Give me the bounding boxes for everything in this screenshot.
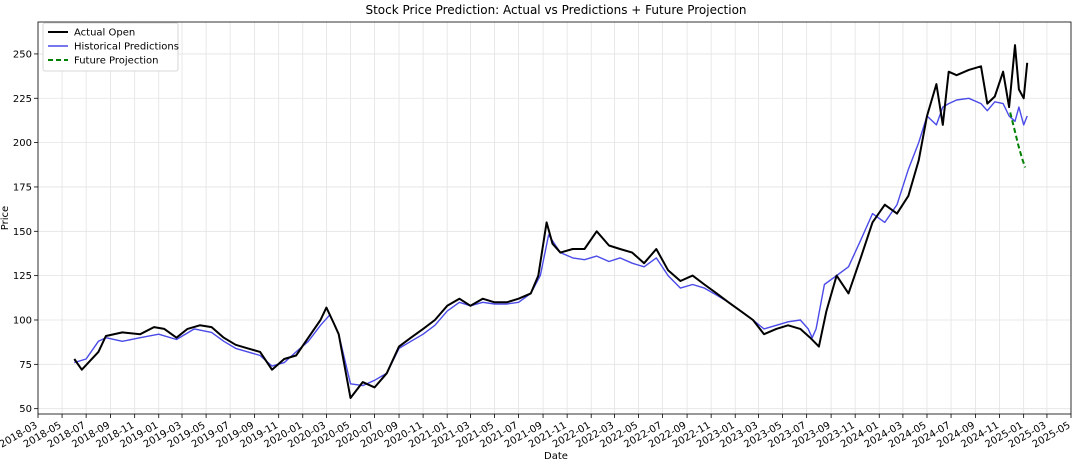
legend-label-historical-predictions: Historical Predictions bbox=[74, 42, 179, 53]
legend-label-actual-open: Actual Open bbox=[74, 28, 135, 39]
legend: Actual Open Historical Predictions Futur… bbox=[42, 22, 179, 72]
y-tick-label: 150 bbox=[13, 227, 32, 238]
series-layer bbox=[73, 44, 1029, 399]
y-tick-label: 125 bbox=[13, 271, 32, 282]
y-tick-label: 200 bbox=[13, 138, 32, 149]
plot-frame bbox=[37, 21, 1072, 415]
legend-box bbox=[42, 22, 179, 72]
y-tick-label: 175 bbox=[13, 182, 32, 193]
series-line-future-projection bbox=[1009, 112, 1027, 168]
series-line-actual-open bbox=[73, 44, 1029, 399]
y-axis-title: Price bbox=[0, 206, 11, 230]
y-tick-label: 250 bbox=[13, 49, 32, 60]
y-tick-label: 50 bbox=[19, 404, 32, 415]
y-tick-label: 75 bbox=[19, 360, 32, 371]
chart-title: Stock Price Prediction: Actual vs Predic… bbox=[365, 3, 746, 17]
y-tick-label: 100 bbox=[13, 315, 32, 326]
x-axis-title: Date bbox=[544, 451, 568, 462]
legend-label-future-projection: Future Projection bbox=[74, 56, 158, 67]
y-tick-label: 225 bbox=[13, 94, 32, 105]
y-axis: 50 75 100 125 150 175 200 225 250 bbox=[13, 49, 38, 415]
